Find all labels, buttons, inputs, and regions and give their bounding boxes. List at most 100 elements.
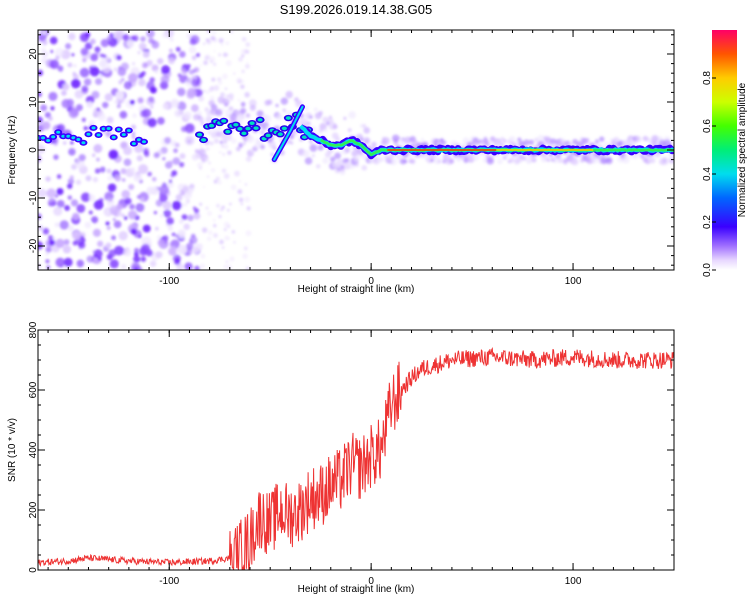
spectrogram-cell [178, 161, 185, 168]
spectrogram-cell [108, 149, 119, 160]
spectrogram-cell [174, 142, 180, 148]
spectrogram-cell [211, 30, 217, 36]
spectrogram-cell [334, 152, 341, 160]
spectrogram-cell [175, 257, 180, 262]
spectrogram-y-tick-label: 10 [28, 96, 39, 108]
spectrogram-cell [93, 199, 104, 210]
spectrogram-cell [272, 146, 277, 151]
spectrogram-cell [442, 140, 447, 145]
spectrogram-ridge-blob [237, 127, 243, 131]
spectrogram-cell [177, 244, 188, 255]
spectrogram-cell [63, 257, 73, 267]
spectrogram-cell [117, 67, 127, 77]
spectrogram-ridge-blob [96, 133, 101, 137]
spectrogram-cell [79, 67, 90, 78]
spectrogram-cell [149, 260, 157, 267]
spectrogram-cell [598, 136, 605, 142]
spectrogram-cell [138, 164, 149, 175]
spectrogram-cell [227, 208, 230, 212]
spectrogram-cell [231, 230, 236, 234]
spectrogram-cell [233, 241, 236, 244]
spectrogram-cell [62, 245, 72, 254]
spectrogram-cell [151, 176, 157, 182]
spectrogram-cell [183, 111, 192, 120]
spectrogram-ridge-blob [41, 136, 46, 140]
spectrogram-cell [150, 105, 154, 109]
spectrogram-cell [53, 206, 63, 216]
spectrogram-cell [378, 156, 385, 163]
spectrogram-ridge-blob [116, 127, 121, 131]
spectrogram-cell [96, 107, 101, 112]
spectrogram-cell [71, 164, 77, 170]
spectrogram-cell [225, 41, 230, 46]
spectrogram-cell [203, 60, 208, 66]
spectrogram-cell [153, 152, 160, 159]
spectrogram-cell [265, 125, 270, 129]
spectrogram-ridge-blob [200, 138, 207, 142]
snr-series [38, 346, 674, 570]
spectrogram-cell [155, 251, 163, 259]
spectrogram-cell [219, 140, 224, 145]
spectrogram-cell [221, 246, 225, 249]
spectrogram-cell [149, 77, 155, 83]
spectrogram-cell [47, 198, 57, 207]
spectrogram-cell [62, 141, 67, 145]
spectrogram-cell [238, 180, 242, 183]
spectrogram-cell [241, 69, 245, 74]
spectrogram-cell [197, 110, 202, 116]
spectrogram-cell [361, 153, 368, 160]
spectrogram-cell [205, 116, 214, 124]
spectrogram-cell [235, 146, 241, 152]
spectrogram-x-tick-label: -100 [159, 276, 179, 287]
spectrogram-cell [92, 228, 101, 237]
spectrogram-cell [562, 159, 569, 165]
spectrogram-cell [280, 97, 289, 105]
spectrogram-cell [94, 168, 101, 174]
snr-y-tick-label: 200 [28, 501, 39, 518]
spectrogram-cell [207, 131, 211, 135]
spectrogram-cell [146, 81, 155, 90]
spectrogram-cell [78, 241, 86, 249]
snr-x-tick-label: 0 [368, 576, 374, 587]
spectrogram-cell [137, 51, 141, 55]
spectrogram-cell [649, 157, 656, 164]
spectrogram-cell [218, 150, 222, 154]
spectrogram-cell [223, 264, 228, 269]
spectrogram-cell [123, 158, 132, 167]
spectrogram-cell [339, 167, 346, 173]
spectrogram-ridge-blob [76, 138, 81, 142]
spectrogram-cell [134, 247, 140, 253]
spectrogram-cell [198, 95, 205, 102]
spectrogram-ridge-blob [241, 131, 247, 136]
spectrogram-cell [177, 87, 186, 97]
spectrogram-cell [70, 199, 79, 207]
spectrogram-cell [669, 154, 674, 160]
spectrogram-cell [245, 113, 251, 118]
spectrogram-cell [245, 156, 252, 162]
spectrogram-cell [168, 160, 174, 166]
spectrogram-cell [201, 227, 208, 233]
spectrogram-cell [212, 218, 216, 222]
spectrogram-cell [129, 99, 135, 105]
spectrogram-ridge-blob [131, 142, 136, 146]
spectrogram-cell [160, 75, 170, 85]
spectrogram-ridge-blob [277, 132, 283, 137]
spectrogram-cell [146, 30, 155, 38]
spectrogram-cell [179, 75, 188, 84]
spectrogram-cell [172, 157, 181, 165]
spectrogram-cell [84, 221, 92, 229]
spectrogram-cell [267, 99, 273, 105]
spectrogram-cell [136, 194, 141, 199]
spectrogram-cell [114, 100, 119, 105]
spectrogram-x-axis-label: Height of straight line (km) [298, 284, 415, 295]
spectrogram-cell [159, 193, 168, 203]
spectrogram-cell [306, 121, 311, 126]
spectrogram-cell [221, 107, 225, 112]
spectrogram-cell [132, 35, 139, 42]
spectrogram-cell [184, 262, 193, 270]
spectrogram-cell [136, 155, 143, 162]
spectrogram-ridge [38, 104, 674, 163]
spectrogram-cell [218, 53, 222, 57]
spectrogram-cell [89, 38, 96, 45]
